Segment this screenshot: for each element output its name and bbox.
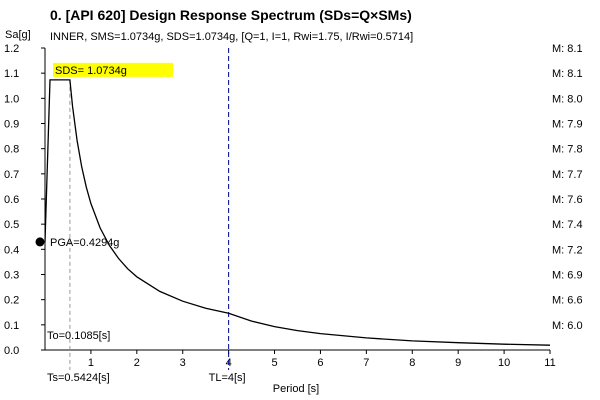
x-axis-label: Period [s] <box>273 383 319 395</box>
y-tick-label: 0.6 <box>4 194 19 206</box>
y-tick-label: 0.4 <box>4 244 19 256</box>
chart-subtitle: INNER, SMS=1.0734g, SDS=1.0734g, [Q=1, I… <box>50 31 413 43</box>
sds-highlight <box>53 62 173 77</box>
x-tick-label: 2 <box>134 357 140 369</box>
y-tick-label: 1.1 <box>4 68 19 80</box>
magnitude-label: M: 6.9 <box>552 270 583 282</box>
x-tick-label: 5 <box>271 357 277 369</box>
to-label: To=0.1085[s] <box>47 330 110 342</box>
magnitude-label: M: 6.0 <box>552 320 583 332</box>
y-tick-label: 0.2 <box>4 295 19 307</box>
pga-label: PGA=0.4294g <box>50 237 119 249</box>
y-tick-label: 0.3 <box>4 270 19 282</box>
y-tick-label: 1.2 <box>4 43 19 55</box>
pga-point <box>35 237 45 247</box>
plot-area: 0.0 0.1 0.2 0.3 0.4 0.5 0.6 0.7 0.8 0.9 1.0 1.1 1.2 1… <box>4 43 583 384</box>
magnitude-label: M: 7.4 <box>552 219 583 231</box>
x-tick-label: 11 <box>544 357 555 369</box>
ts-label: Ts=0.5424[s] <box>47 372 110 384</box>
magnitude-label: M: 7.6 <box>552 194 583 206</box>
magnitude-label: M: 7.8 <box>552 144 583 156</box>
y-tick-label: 1.0 <box>4 93 19 105</box>
magnitude-label: M: 7.9 <box>552 119 583 131</box>
spectrum-line <box>44 79 551 346</box>
x-tick-label: 9 <box>455 357 461 369</box>
x-tick-label: 6 <box>317 357 323 369</box>
sds-label: SDS= 1.0734g <box>55 65 127 77</box>
y-axis-label: Sa[g] <box>5 29 31 41</box>
y-tick-label: 0.8 <box>4 144 19 156</box>
x-tick-label: 8 <box>409 357 415 369</box>
y-tick-label: 0.0 <box>4 345 19 357</box>
magnitude-label: M: 8.1 <box>552 68 583 80</box>
chart-title: 0. [API 620] Design Response Spectrum (S… <box>50 7 412 23</box>
tl-label: TL=4[s] <box>209 372 246 384</box>
x-tick-label: 3 <box>180 357 186 369</box>
magnitude-label: M: 8.1 <box>552 43 583 55</box>
x-tick-label: 10 <box>498 357 510 369</box>
magnitude-label: M: 7.7 <box>552 169 583 181</box>
magnitude-label: M: 6.6 <box>552 295 583 307</box>
x-tick-label: 1 <box>88 357 94 369</box>
x-tick-label: 7 <box>363 357 369 369</box>
y-tick-label: 0.7 <box>4 169 19 181</box>
y-tick-label: 0.5 <box>4 219 19 231</box>
magnitude-label: M: 8.0 <box>552 93 583 105</box>
magnitude-label: M: 7.2 <box>552 244 583 256</box>
y-tick-label: 0.1 <box>4 320 19 332</box>
y-tick-label: 0.9 <box>4 119 19 131</box>
